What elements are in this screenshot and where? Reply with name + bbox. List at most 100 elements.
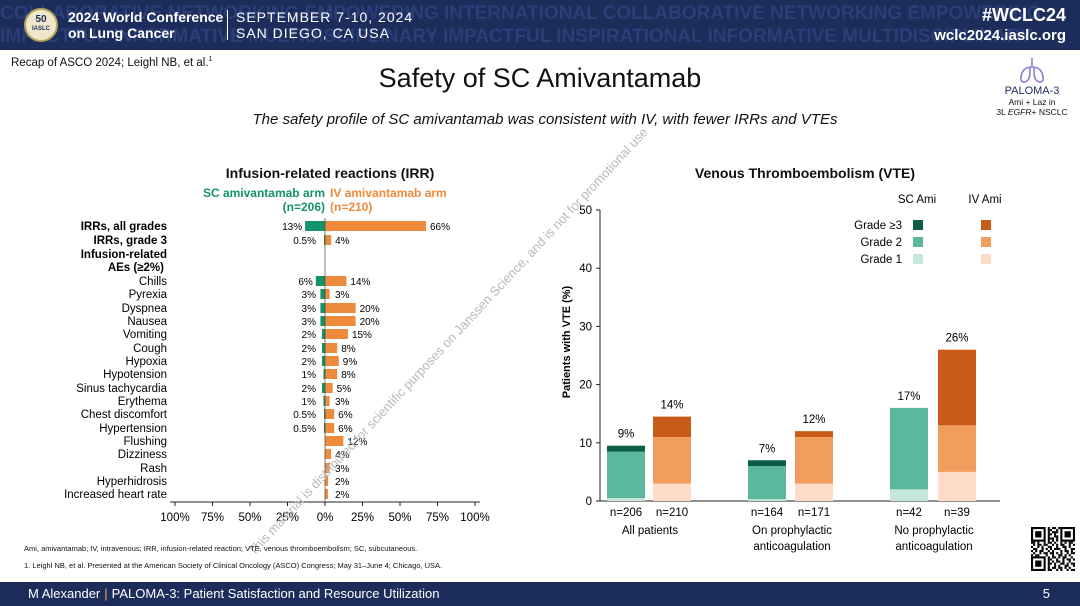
iv-arm-n: (n=210)	[330, 200, 373, 214]
qr-module	[1031, 541, 1034, 544]
irr-sc-bar	[320, 303, 325, 313]
irr-row-label: Vomiting	[123, 329, 167, 341]
vte-iv-total-label: 14%	[660, 400, 683, 412]
irr-row-label: Increased heart rate	[64, 489, 167, 501]
qr-module	[1058, 527, 1061, 530]
vte-legend-grade-label: Grade ≥3	[854, 220, 902, 232]
irr-iv-value-label: 9%	[343, 357, 358, 368]
qr-code-icon[interactable]	[1031, 527, 1075, 571]
qr-module	[1033, 547, 1036, 551]
irr-iv-value-label: 3%	[335, 397, 350, 408]
irr-iv-value-label: 8%	[341, 344, 356, 355]
irr-row-label: Cough	[133, 343, 167, 355]
qr-module	[1064, 566, 1067, 569]
qr-module	[1056, 537, 1059, 540]
qr-module	[1058, 564, 1061, 567]
conference-name-line-1: 2024 World Conference	[68, 9, 224, 25]
qr-module	[1037, 554, 1040, 557]
conference-name: 2024 World Conference on Lung Cancer	[68, 9, 223, 41]
vte-legend-iv-swatch	[981, 254, 991, 264]
paloma-line-2-egfr: EGFR	[1007, 107, 1032, 117]
qr-module	[1045, 554, 1048, 557]
irr-iv-bar	[325, 343, 338, 353]
irr-row-label: Flushing	[124, 436, 167, 448]
qr-module	[1068, 554, 1071, 557]
irr-sc-bar	[324, 235, 325, 245]
irr-row-label: Erythema	[118, 396, 168, 408]
irr-iv-value-label: 2%	[335, 490, 350, 501]
qr-module	[1035, 554, 1038, 557]
paloma-line-2-prefix: 3L	[996, 107, 1008, 117]
vte-chart-title: Venous Thromboembolism (VTE)	[694, 165, 916, 181]
abbreviations-footnote: Ami, amivantamab; IV, intravenous; IRR, …	[24, 544, 418, 553]
logo-text: IASLC	[32, 26, 50, 32]
vte-legend-iv-swatch	[981, 237, 991, 247]
vte-iv-grade-1-segment	[653, 483, 691, 501]
qr-module	[1051, 539, 1055, 542]
qr-module	[1054, 535, 1057, 538]
irr-iv-value-label: 14%	[350, 277, 370, 288]
banner-words-line-2: IMPACTFUL INFORMATIVE MULTIDISCIPLINARY …	[0, 26, 1033, 47]
irr-iv-bar	[325, 276, 347, 286]
qr-module	[1047, 541, 1050, 544]
vte-iv-n-label: n=39	[944, 507, 970, 519]
irr-sc-value-label: 2%	[302, 357, 317, 368]
irr-x-tick-label: 75%	[201, 512, 224, 524]
qr-module	[1047, 539, 1050, 542]
qr-module	[1035, 550, 1038, 553]
qr-module	[1051, 554, 1055, 557]
irr-sc-value-label: 0.5%	[293, 410, 316, 421]
page-number: 5	[1042, 586, 1050, 601]
paloma-study-logo: PALOMA-3 Ami + Laz in 3L EGFR+ NSCLC	[990, 55, 1074, 117]
irr-iv-value-label: 4%	[335, 236, 350, 247]
qr-module	[1064, 554, 1067, 557]
qr-module	[1049, 537, 1052, 540]
vte-stacked-bar-chart: 0 10 20 30 40 50 Patients with VTE (%) 9% n=206 1…	[561, 194, 1002, 553]
qr-module	[1066, 562, 1069, 565]
qr-module	[1056, 560, 1059, 563]
conference-url-link[interactable]: wclc2024.iaslc.org	[934, 27, 1066, 44]
irr-x-tick-label: 100%	[460, 512, 489, 524]
irr-row-label: IRRs, all grades	[81, 221, 167, 233]
qr-module	[1062, 556, 1065, 559]
irr-sc-bar	[321, 329, 325, 339]
irr-row-label: Dyspnea	[122, 303, 168, 315]
irr-row-label: IRRs, grade 3	[94, 235, 168, 247]
qr-module	[1066, 564, 1069, 567]
qr-module	[1033, 543, 1036, 546]
qr-module	[1060, 543, 1063, 546]
qr-module	[1060, 562, 1063, 565]
qr-module	[1060, 552, 1063, 555]
qr-module	[1054, 541, 1057, 544]
qr-module	[1056, 552, 1059, 555]
sc-arm-label: SC amivantamab arm	[202, 186, 325, 200]
qr-module	[1051, 537, 1055, 540]
irr-row-label: Hypotension	[103, 369, 167, 381]
irr-iv-value-label: 3%	[335, 464, 350, 475]
qr-module	[1072, 564, 1075, 567]
qr-module	[1068, 543, 1071, 546]
qr-module	[1070, 568, 1073, 571]
sc-arm-header: SC amivantamab arm (n=206)	[190, 186, 325, 214]
vte-sc-grade-1-segment	[607, 498, 645, 501]
vte-y-tick-label: 50	[579, 205, 592, 217]
qr-module	[1043, 552, 1046, 555]
vte-y-tick-label: 20	[579, 380, 592, 392]
vte-y-tick-label: 10	[579, 438, 592, 450]
vte-iv-total-label: 26%	[945, 333, 968, 345]
irr-sc-value-label: 1%	[302, 370, 317, 381]
irr-group-label-2: AEs (≥2%)	[108, 262, 164, 274]
qr-module	[1047, 545, 1050, 548]
irr-sc-bar	[305, 221, 325, 231]
qr-module	[1031, 554, 1034, 557]
qr-module	[1041, 545, 1044, 548]
qr-module	[1047, 529, 1050, 532]
irr-row-label: Hypertension	[99, 423, 167, 435]
paloma-line-1: Ami + Laz in	[1008, 97, 1056, 107]
qr-module	[1070, 550, 1073, 553]
qr-module	[1062, 545, 1065, 548]
qr-module	[1043, 543, 1046, 546]
qr-module	[1047, 550, 1050, 553]
qr-module	[1072, 568, 1075, 571]
qr-module	[1066, 558, 1069, 561]
